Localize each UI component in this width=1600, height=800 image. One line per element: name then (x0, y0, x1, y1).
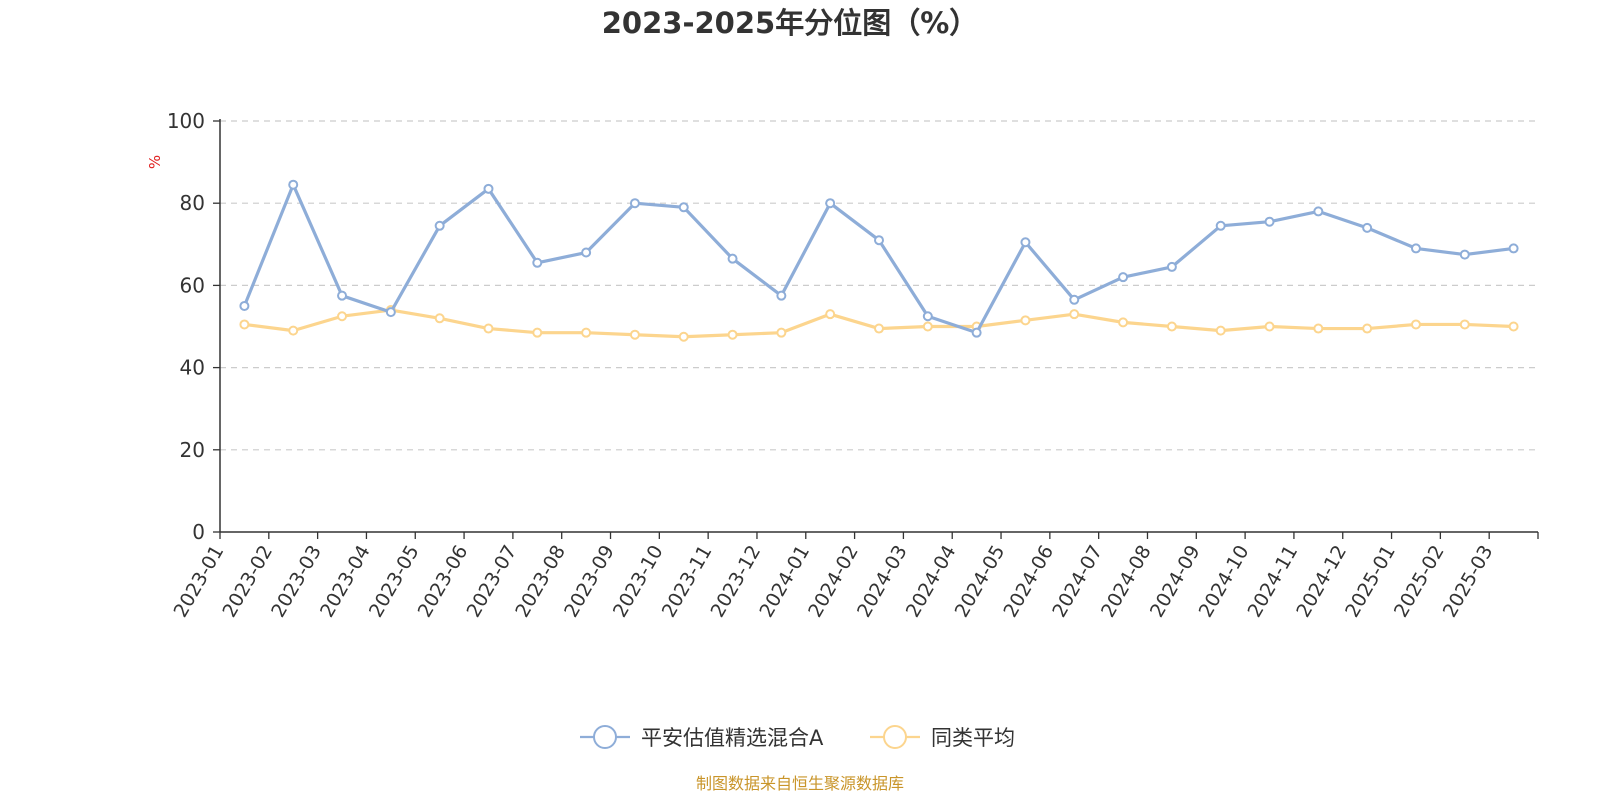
y-tick-label: 60 (180, 273, 205, 297)
grid-lines (220, 120, 1538, 451)
data-point[interactable] (1313, 206, 1324, 217)
data-point[interactable] (922, 311, 933, 322)
legend-item[interactable]: 平安估值精选混合A (580, 725, 824, 750)
data-point[interactable] (1362, 222, 1373, 233)
data-point[interactable] (1410, 243, 1421, 254)
data-point[interactable] (678, 331, 689, 342)
data-point[interactable] (874, 235, 884, 246)
y-tick-label: 80 (180, 191, 205, 215)
data-point[interactable] (776, 327, 787, 338)
data-point[interactable] (1508, 321, 1519, 332)
data-point[interactable] (1069, 309, 1080, 320)
data-point[interactable] (239, 300, 250, 311)
series-line (242, 183, 1516, 335)
data-point[interactable] (629, 198, 640, 209)
data-point[interactable] (434, 313, 445, 324)
x-tick-labels: 2023-012023-022023-032023-042023-052023-… (170, 542, 1498, 622)
data-point[interactable] (1069, 294, 1080, 305)
data-point[interactable] (239, 319, 250, 330)
data-point[interactable] (1508, 243, 1519, 254)
legend-circle-swatch (883, 725, 907, 749)
data-point[interactable] (629, 329, 640, 340)
data-point[interactable] (337, 290, 348, 301)
data-point[interactable] (776, 290, 787, 301)
y-tick-label: 20 (180, 438, 205, 462)
legend-label: 同类平均 (931, 726, 1015, 750)
data-point[interactable] (1166, 261, 1177, 272)
data-point[interactable] (532, 257, 543, 268)
data-point[interactable] (1166, 321, 1177, 332)
data-point[interactable] (1410, 319, 1421, 330)
data-point[interactable] (825, 309, 836, 320)
data-point[interactable] (1020, 315, 1031, 326)
data-point[interactable] (1313, 323, 1324, 334)
data-point[interactable] (1264, 216, 1275, 227)
data-point[interactable] (483, 183, 494, 194)
data-point[interactable] (727, 253, 738, 264)
chart-title: 2023-2025年分位图（%） (602, 6, 979, 40)
data-point[interactable] (727, 329, 738, 340)
y-axis-unit: % (146, 155, 164, 169)
data-point[interactable] (1118, 317, 1129, 328)
data-point[interactable] (532, 327, 543, 338)
data-point[interactable] (678, 202, 689, 213)
data-point[interactable] (1459, 319, 1470, 330)
legend-item[interactable]: 同类平均 (870, 725, 1015, 750)
data-point[interactable] (825, 198, 836, 209)
data-point[interactable] (1362, 323, 1373, 334)
data-point[interactable] (1215, 325, 1226, 336)
data-point[interactable] (1459, 249, 1470, 260)
data-point[interactable] (337, 311, 348, 322)
data-point[interactable] (581, 327, 592, 338)
data-point[interactable] (1020, 237, 1031, 248)
data-point[interactable] (874, 323, 884, 334)
data-point[interactable] (288, 325, 299, 336)
source-note: 制图数据来自恒生聚源数据库 (696, 774, 904, 793)
legend[interactable]: 平安估值精选混合A 同类平均 (580, 725, 1015, 750)
y-tick-label: 100 (167, 109, 205, 133)
series-lines (239, 179, 1519, 342)
data-point[interactable] (581, 247, 592, 258)
y-tick-labels: 0 20 40 60 80 100 (167, 109, 205, 544)
data-point[interactable] (483, 323, 494, 334)
axes (213, 119, 1539, 539)
y-tick-label: 40 (180, 356, 205, 380)
legend-circle-swatch (593, 725, 617, 749)
data-point[interactable] (971, 327, 982, 338)
y-tick-label: 0 (192, 520, 205, 544)
data-point[interactable] (922, 321, 933, 332)
data-point[interactable] (288, 179, 299, 190)
data-point[interactable] (1264, 321, 1275, 332)
legend-label: 平安估值精选混合A (641, 726, 824, 750)
data-point[interactable] (434, 220, 445, 231)
data-point[interactable] (385, 307, 396, 318)
data-point[interactable] (1118, 272, 1129, 283)
data-point[interactable] (1215, 220, 1226, 231)
